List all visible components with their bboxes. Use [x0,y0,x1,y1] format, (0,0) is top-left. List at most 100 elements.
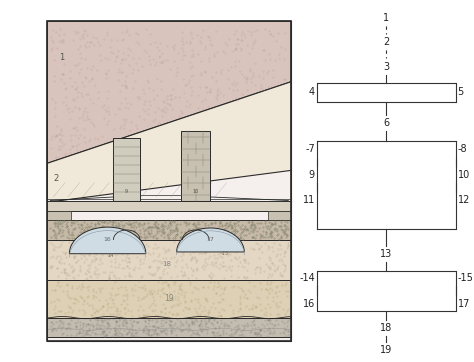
Point [220,307,228,313]
Point [82,270,89,276]
Point [249,313,257,319]
Point [145,224,153,230]
Point [59,229,66,235]
Point [82,232,90,237]
Point [238,287,246,292]
Point [82,224,89,230]
Point [211,325,219,331]
Point [209,231,217,237]
Point [96,255,103,261]
Point [133,254,141,260]
Point [82,229,90,235]
Point [171,233,178,239]
Point [104,322,112,328]
Point [145,228,152,234]
Point [59,319,67,325]
Point [164,235,172,241]
Point [83,332,91,337]
Point [122,254,130,260]
Point [112,252,119,258]
Point [257,332,265,338]
Point [109,219,117,225]
Point [281,328,288,333]
Point [203,320,210,326]
Point [216,242,223,248]
Point [146,328,153,334]
Point [152,324,160,330]
Point [109,316,117,322]
Point [244,295,251,301]
Point [80,232,88,237]
Point [188,318,196,324]
Point [201,313,209,319]
Point [146,328,153,333]
Point [51,221,58,227]
Point [61,270,68,276]
Point [99,303,107,309]
Point [199,235,207,241]
Point [76,322,84,328]
Point [181,235,188,240]
Point [173,310,181,316]
Point [173,316,181,322]
Point [282,326,290,332]
Point [156,327,164,333]
Point [99,303,107,309]
Point [98,328,106,334]
Point [47,263,55,269]
Point [249,235,257,240]
Point [127,245,135,251]
Point [147,332,155,338]
Point [207,270,214,275]
Point [102,332,110,338]
Point [265,244,273,249]
Point [196,322,203,328]
Point [185,321,192,327]
Point [48,254,55,260]
Point [235,332,243,338]
Point [179,265,186,270]
Point [268,260,276,265]
Point [231,223,239,229]
Point [155,265,163,270]
Point [144,244,152,249]
Point [51,244,59,250]
Point [79,328,87,334]
Bar [47,280,291,317]
Point [227,319,235,325]
Point [192,235,200,241]
Point [240,294,247,300]
Point [132,224,140,230]
Point [210,300,217,306]
Point [262,312,270,318]
Point [69,235,76,241]
Point [121,285,128,290]
Point [66,243,74,249]
Point [84,285,91,290]
Point [90,286,97,292]
Point [126,327,133,333]
Point [218,296,226,302]
Point [93,331,101,337]
Point [80,227,87,233]
Point [228,232,236,238]
Point [57,324,65,330]
Point [229,228,237,234]
Point [110,226,118,232]
Point [279,229,287,235]
Point [253,303,260,309]
Point [266,256,274,261]
Point [239,327,247,333]
Point [269,298,277,304]
Point [141,220,148,226]
Point [90,306,97,311]
Point [109,226,117,232]
Point [123,232,130,238]
Point [144,224,152,230]
Point [264,317,272,323]
Point [123,330,131,336]
Point [152,302,159,308]
Point [278,273,285,278]
Point [56,243,64,249]
Point [177,281,184,286]
